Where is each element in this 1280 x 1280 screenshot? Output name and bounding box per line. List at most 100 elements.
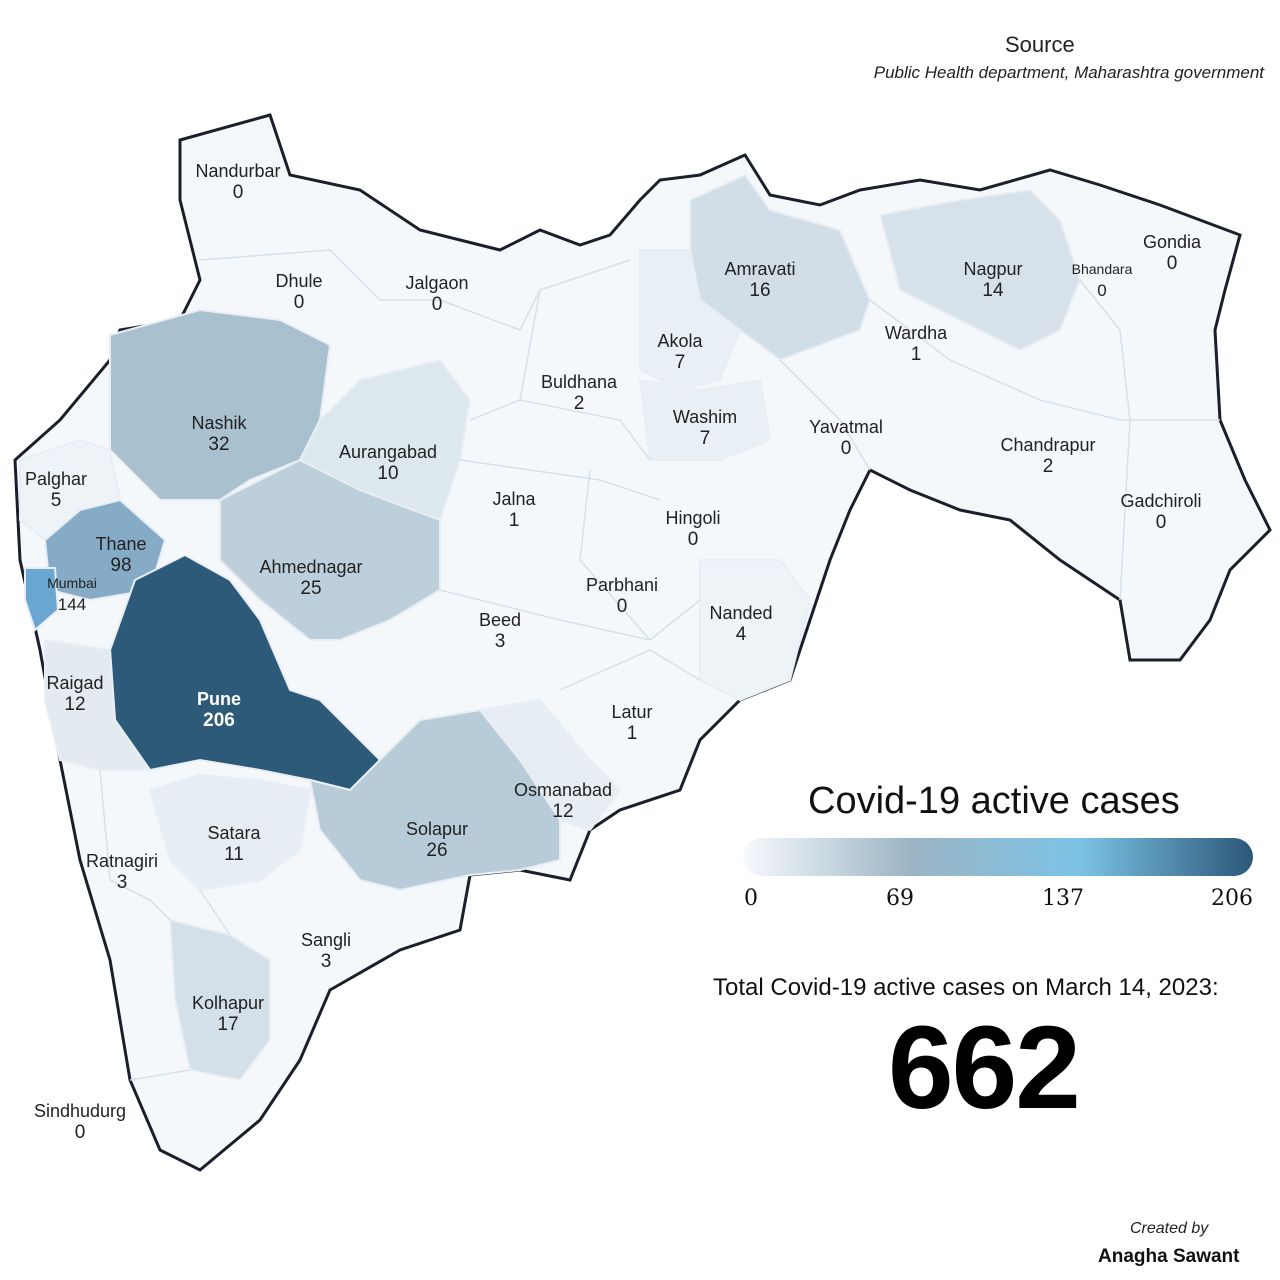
district-label-pune: Pune 206 — [197, 688, 241, 732]
legend-tick-2: 137 — [1042, 886, 1084, 911]
district-label-solapur: Solapur 26 — [406, 818, 468, 862]
district-name: Palghar — [24, 469, 88, 489]
district-name: Wardha — [884, 323, 948, 343]
district-name: Parbhani — [585, 575, 659, 595]
district-value: 26 — [426, 840, 448, 861]
district-label-akola: Akola 7 — [657, 330, 702, 374]
district-value: 3 — [494, 631, 506, 652]
district-name: Gondia — [1142, 232, 1202, 252]
district-value: 10 — [377, 463, 399, 484]
district-boundaries — [99, 249, 1220, 1081]
district-label-palghar: Palghar 5 — [25, 468, 87, 512]
region-nagpur — [878, 188, 1082, 352]
district-label-mumbai: Mumbai 144 — [47, 572, 97, 616]
credit-author: Anagha Sawant — [1098, 1246, 1240, 1267]
district-value: 0 — [616, 596, 628, 617]
district-name: Ahmednagar — [259, 557, 363, 577]
district-name: Dhule — [275, 271, 323, 291]
district-name: Yavatmal — [809, 417, 883, 437]
district-label-chandrapur: Chandrapur 2 — [1000, 434, 1095, 478]
district-value: 17 — [217, 1014, 239, 1035]
district-name: Ratnagiri — [85, 851, 159, 871]
district-value: 1 — [910, 344, 922, 365]
district-label-ahmednagar: Ahmednagar 25 — [259, 556, 362, 600]
legend-color-bar — [743, 838, 1253, 876]
region-mumbai — [24, 567, 60, 632]
district-name: Satara — [207, 823, 261, 843]
district-name: Nanded — [709, 603, 773, 623]
district-label-kolhapur: Kolhapur 17 — [192, 992, 264, 1036]
district-name: Osmanabad — [513, 780, 613, 800]
district-label-hingoli: Hingoli 0 — [665, 507, 720, 551]
total-label: Total Covid-19 active cases on March 14,… — [713, 974, 1219, 1001]
source-text: Public Health department, Maharashtra go… — [873, 63, 1264, 82]
district-label-satara: Satara 11 — [207, 822, 260, 866]
district-value: 3 — [116, 872, 128, 893]
district-label-gadchiroli: Gadchiroli 0 — [1120, 490, 1201, 534]
district-value: 11 — [224, 844, 244, 865]
district-name: Aurangabad — [338, 442, 438, 462]
district-label-jalna: Jalna 1 — [492, 488, 535, 532]
credit-created-by: Created by — [1130, 1220, 1209, 1237]
total-value: 662 — [888, 1002, 1081, 1134]
district-label-osmanabad: Osmanabad 12 — [514, 779, 612, 823]
district-label-sangli: Sangli 3 — [301, 929, 351, 973]
district-name: Buldhana — [540, 372, 618, 392]
district-value: 1 — [508, 510, 520, 531]
district-name: Sangli — [300, 930, 352, 950]
district-value: 0 — [840, 438, 852, 459]
district-value: 0 — [1155, 512, 1167, 533]
district-name: Thane — [95, 534, 147, 554]
district-label-nanded: Nanded 4 — [709, 602, 772, 646]
district-name: Amravati — [724, 259, 796, 279]
district-name: Washim — [672, 407, 738, 427]
district-label-bhandara: Bhandara 0 — [1072, 258, 1133, 302]
region-osmanabad — [478, 698, 622, 832]
district-name: Hingoli — [665, 508, 721, 528]
district-value: 0 — [431, 294, 443, 315]
district-value: 0 — [232, 182, 244, 203]
district-label-nandurbar: Nandurbar 0 — [195, 160, 280, 204]
district-value: 32 — [208, 434, 230, 455]
district-value: 0 — [1097, 281, 1107, 300]
district-label-sindhudurg: Sindhudurg 0 — [34, 1100, 126, 1144]
region-kolhapur — [168, 918, 271, 1082]
district-name: Mumbai — [47, 575, 97, 591]
district-name: Nagpur — [963, 259, 1023, 279]
district-value: 0 — [687, 529, 699, 550]
district-label-washim: Washim 7 — [673, 406, 737, 450]
district-value: 4 — [735, 624, 747, 645]
district-name: Jalna — [492, 489, 536, 509]
district-name: Beed — [478, 610, 522, 630]
district-label-thane: Thane 98 — [95, 533, 146, 577]
district-value: 12 — [552, 801, 574, 822]
state-outline — [13, 113, 1272, 1172]
district-label-latur: Latur 1 — [611, 701, 652, 745]
district-label-amravati: Amravati 16 — [724, 258, 795, 302]
district-name: Latur — [611, 702, 653, 722]
legend-tick-3: 206 — [1211, 886, 1253, 911]
district-value: 14 — [982, 280, 1004, 301]
district-label-yavatmal: Yavatmal 0 — [809, 416, 883, 460]
region-solapur — [308, 708, 561, 892]
district-value: 12 — [64, 694, 86, 715]
region-palghar — [19, 438, 122, 542]
district-name: Jalgaon — [405, 273, 469, 293]
district-name: Pune — [196, 689, 242, 709]
legend-tick-1: 69 — [886, 886, 914, 911]
source-title: Source — [1005, 32, 1075, 57]
district-value: 3 — [320, 951, 332, 972]
district-value: 0 — [293, 292, 305, 313]
district-name: Chandrapur — [1000, 435, 1096, 455]
district-label-dhule: Dhule 0 — [275, 270, 322, 314]
district-label-ratnagiri: Ratnagiri 3 — [86, 850, 158, 894]
district-name: Nashik — [191, 413, 247, 433]
district-name: Sindhudurg — [33, 1101, 127, 1121]
district-name: Kolhapur — [191, 993, 265, 1013]
district-label-gondia: Gondia 0 — [1143, 231, 1201, 275]
district-value: 2 — [573, 393, 585, 414]
district-name: Gadchiroli — [1120, 491, 1202, 511]
region-raigad — [44, 638, 152, 771]
district-label-beed: Beed 3 — [479, 609, 521, 653]
